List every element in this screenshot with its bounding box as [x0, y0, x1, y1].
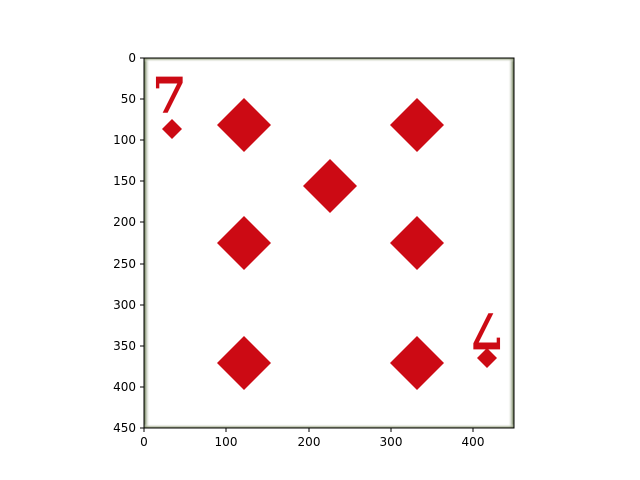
diamond-pip-icon	[217, 216, 271, 270]
y-tick-label: 200	[113, 215, 136, 229]
y-axis: 0 50 100 150 200 250 300 350 400 450	[113, 51, 144, 435]
x-tick-label: 300	[380, 435, 403, 449]
x-tick-label: 400	[462, 435, 485, 449]
diamond-pip-icon	[390, 336, 444, 390]
y-tick-label: 50	[121, 92, 136, 106]
diamond-pip-icon	[217, 336, 271, 390]
diamond-suit-icon-corner-bottom	[477, 348, 497, 368]
plot-area: 7 7	[143, 57, 515, 429]
diamond-pip-icon	[217, 98, 271, 152]
card-edge-right	[508, 58, 514, 428]
diamond-pip-icon	[390, 216, 444, 270]
rank-top-left: 7	[152, 66, 187, 125]
x-tick-label: 200	[298, 435, 321, 449]
y-tick-label: 450	[113, 421, 136, 435]
x-tick-label: 100	[215, 435, 238, 449]
y-tick-label: 250	[113, 257, 136, 271]
card-edge-bottom	[144, 424, 514, 428]
axes-frame	[143, 57, 515, 429]
card-face	[144, 58, 514, 428]
y-tick-label: 100	[113, 133, 136, 147]
y-tick-label: 400	[113, 380, 136, 394]
card-image: 7 7	[144, 58, 514, 428]
card-edge-top	[144, 58, 514, 62]
y-tick-label: 150	[113, 174, 136, 188]
x-axis: 0 100 200 300 400	[140, 428, 484, 449]
y-tick-label: 0	[128, 51, 136, 65]
diamond-pip-icon	[303, 159, 357, 213]
y-tick-label: 350	[113, 339, 136, 353]
diamond-suit-icon-corner-top	[162, 119, 182, 139]
diamond-pip-icon	[390, 98, 444, 152]
pips	[217, 98, 444, 390]
card-edge-left	[144, 58, 150, 428]
x-tick-label: 0	[140, 435, 148, 449]
y-tick-label: 300	[113, 298, 136, 312]
